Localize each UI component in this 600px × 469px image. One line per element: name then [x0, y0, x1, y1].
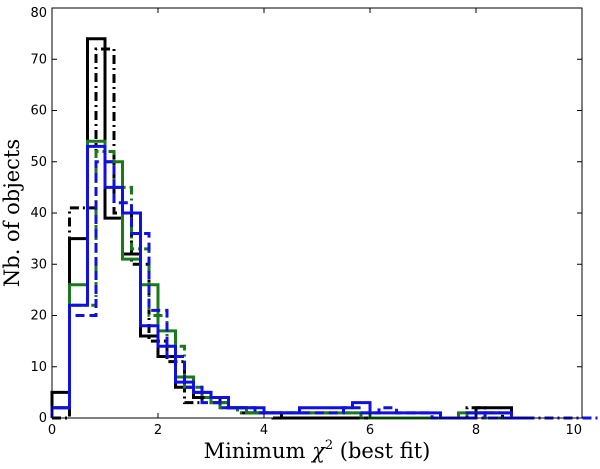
x-tick-label: 0: [48, 423, 56, 438]
x-tick-label: 4: [260, 423, 268, 438]
y-tick-label: 0: [39, 411, 47, 426]
chi-symbol: χ: [310, 439, 326, 463]
x-tick-label: 6: [366, 423, 374, 438]
x-axis-label: Minimum χ2 (best fit): [204, 438, 431, 463]
y-tick-label: 70: [30, 52, 47, 67]
tick-layer: 0 2 4 6 8 10 0 10 20 30 40 50 60 70 80: [30, 6, 583, 438]
x-tick-label: 2: [154, 423, 162, 438]
chi-superscript: 2: [325, 438, 333, 453]
y-tick-label: 40: [30, 206, 47, 221]
y-tick-label: 20: [30, 309, 47, 324]
y-tick-label: 50: [30, 155, 47, 170]
y-tick-label: 30: [30, 257, 47, 272]
y-tick-label: 10: [30, 360, 47, 375]
y-axis-label: Nb. of objects: [0, 139, 24, 287]
y-tick-label: 80: [30, 6, 47, 21]
series-blue-dashed: [50, 160, 520, 420]
y-tick-label: 60: [30, 104, 47, 119]
x-tick-label: 10: [565, 423, 582, 438]
x-tick-label: 8: [472, 423, 480, 438]
